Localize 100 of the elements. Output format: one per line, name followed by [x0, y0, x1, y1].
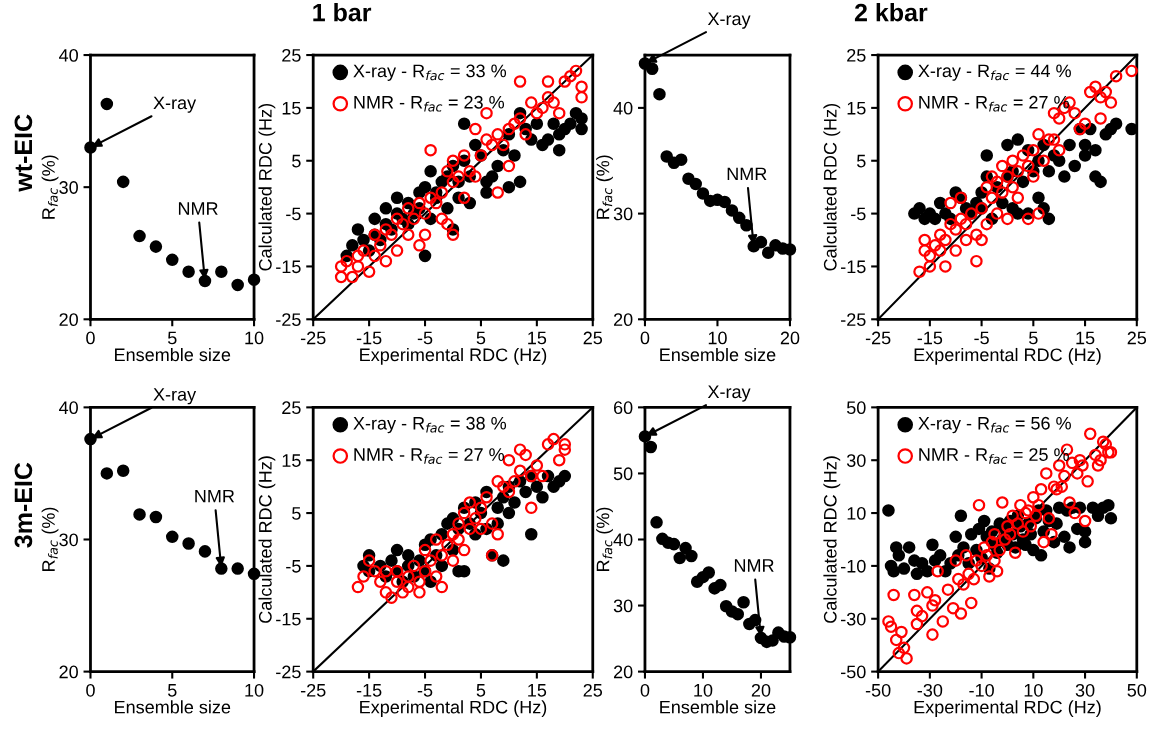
x-tick-label: 5	[476, 684, 486, 697]
x-tick-label: 15	[528, 331, 547, 345]
y-tick-label: 50	[846, 401, 866, 415]
legend-label: NMR - R$_{fac}$ = 25 %	[919, 448, 1069, 464]
annotation: X-ray	[153, 96, 197, 113]
y-tick-label: 20	[59, 313, 78, 327]
y-tick-label: 25	[282, 48, 301, 62]
y-axis-title: Calculated RDC (Hz)	[823, 104, 841, 271]
y-tick-label: 25	[282, 401, 301, 415]
x-tick-label: 30	[1075, 683, 1095, 697]
legend-label: X-ray - R$_{fac}$ = 38 %	[353, 416, 507, 434]
y-tick-label: -30	[841, 612, 866, 626]
x-tick-label: 20	[751, 683, 771, 697]
x-tick-label: -15	[356, 684, 382, 697]
y-axis-title: R$_{fac}$ (%)	[41, 155, 59, 219]
x-tick-label: -5	[974, 331, 989, 345]
x-tick-label: -25	[865, 331, 891, 345]
x-tick-label: 10	[245, 683, 264, 697]
y-tick-label: 30	[613, 207, 633, 221]
y-tick-label: -5	[286, 560, 301, 573]
annotation: X-ray	[153, 388, 197, 405]
y-tick-label: 5	[857, 154, 866, 168]
annotation: NMR	[178, 202, 218, 215]
legend-label: NMR - R$_{fac}$ = 27 %	[354, 448, 505, 464]
x-axis-title: Ensemble size	[660, 700, 776, 714]
legend-label: X-ray - R$_{fac}$ = 56 %	[918, 416, 1071, 434]
x-tick-label: -15	[917, 331, 943, 345]
y-tick-label: 30	[613, 599, 633, 613]
y-tick-label: 15	[847, 102, 866, 115]
x-tick-label: -10	[969, 683, 994, 697]
y-tick-label: -15	[841, 260, 866, 274]
text: 3m-EIC	[14, 462, 33, 548]
y-tick-label: 15	[282, 454, 301, 467]
legend-label: X-ray - R$_{fac}$ = 33 %	[353, 64, 507, 81]
y-tick-label: 25	[847, 48, 866, 62]
x-tick-label: 10	[708, 331, 727, 345]
x-tick-label: 20	[780, 331, 800, 345]
x-tick-label: 5	[167, 684, 177, 697]
x-tick-label: 15	[528, 684, 547, 697]
x-axis-title: Ensemble size	[115, 347, 231, 362]
y-tick-label: 40	[59, 401, 78, 415]
annotation: X-ray	[707, 385, 751, 402]
x-axis-title: Experimental RDC (Hz)	[914, 347, 1101, 365]
x-axis-title: Experimental RDC (Hz)	[360, 347, 547, 365]
y-tick-label: -50	[841, 665, 866, 679]
y-axis-title: Calculated RDC (Hz)	[258, 104, 276, 271]
x-tick-label: 0	[86, 683, 95, 697]
annotation: NMR	[734, 559, 774, 572]
legend-label: NMR - R$_{fac}$ = 23 %	[354, 95, 505, 112]
x-tick-label: 15	[1076, 331, 1095, 345]
x-tick-label: 25	[583, 683, 603, 697]
x-tick-label: 25	[1127, 331, 1147, 345]
text: 1 bar	[313, 3, 372, 22]
x-axis-title: Experimental RDC (Hz)	[360, 700, 547, 718]
y-tick-label: -10	[841, 559, 866, 573]
y-axis-title: R$_{fac}$ (%)	[596, 507, 613, 572]
y-axis-title: R$_{fac}$ (%)	[41, 507, 59, 572]
y-tick-label: 60	[613, 401, 633, 415]
y-tick-label: 30	[59, 533, 78, 547]
x-tick-label: 25	[583, 331, 603, 345]
y-tick-label: -5	[851, 207, 866, 221]
annotation: NMR	[727, 167, 767, 181]
x-tick-label: 0	[640, 683, 650, 697]
x-tick-label: -5	[417, 331, 433, 345]
y-tick-label: 20	[59, 665, 78, 679]
text: wt-EIC	[14, 114, 33, 192]
x-axis-title: Ensemble size	[660, 347, 776, 362]
x-axis-title: Ensemble size	[115, 700, 231, 714]
y-tick-label: -5	[286, 207, 301, 221]
y-axis-title: Calculated RDC (Hz)	[258, 456, 276, 623]
x-tick-label: -30	[917, 683, 943, 697]
y-axis-title: Calculated RDC (Hz)	[823, 456, 841, 623]
y-tick-label: 15	[282, 102, 301, 115]
x-axis-title: Experimental RDC (Hz)	[914, 700, 1101, 718]
y-tick-label: -25	[841, 313, 866, 327]
y-axis-title: R$_{fac}$ (%)	[596, 155, 613, 219]
y-tick-label: 40	[59, 48, 78, 62]
x-tick-label: 5	[1029, 331, 1038, 345]
x-tick-label: 10	[1024, 683, 1043, 697]
x-tick-label: -50	[865, 683, 891, 697]
y-tick-label: 30	[846, 454, 866, 467]
y-tick-label: 20	[613, 665, 633, 679]
x-tick-label: -15	[356, 331, 382, 345]
x-tick-label: 50	[1127, 683, 1147, 697]
annotation: X-ray	[707, 12, 751, 29]
y-tick-label: -25	[276, 313, 301, 327]
y-tick-label: 20	[613, 313, 633, 327]
y-tick-label: 40	[613, 533, 633, 547]
legend-label: X-ray - R$_{fac}$ = 44 %	[918, 64, 1071, 81]
y-tick-label: 50	[613, 467, 633, 481]
x-tick-label: 0	[86, 331, 95, 345]
y-tick-label: 40	[613, 101, 633, 115]
y-tick-label: 30	[59, 181, 78, 194]
y-tick-label: 10	[847, 507, 866, 520]
y-tick-label: -15	[276, 260, 301, 274]
y-tick-label: -15	[276, 612, 301, 626]
x-tick-label: 0	[640, 331, 650, 345]
x-tick-label: 5	[167, 331, 177, 345]
annotation: NMR	[195, 489, 235, 503]
x-tick-label: 5	[476, 331, 486, 345]
